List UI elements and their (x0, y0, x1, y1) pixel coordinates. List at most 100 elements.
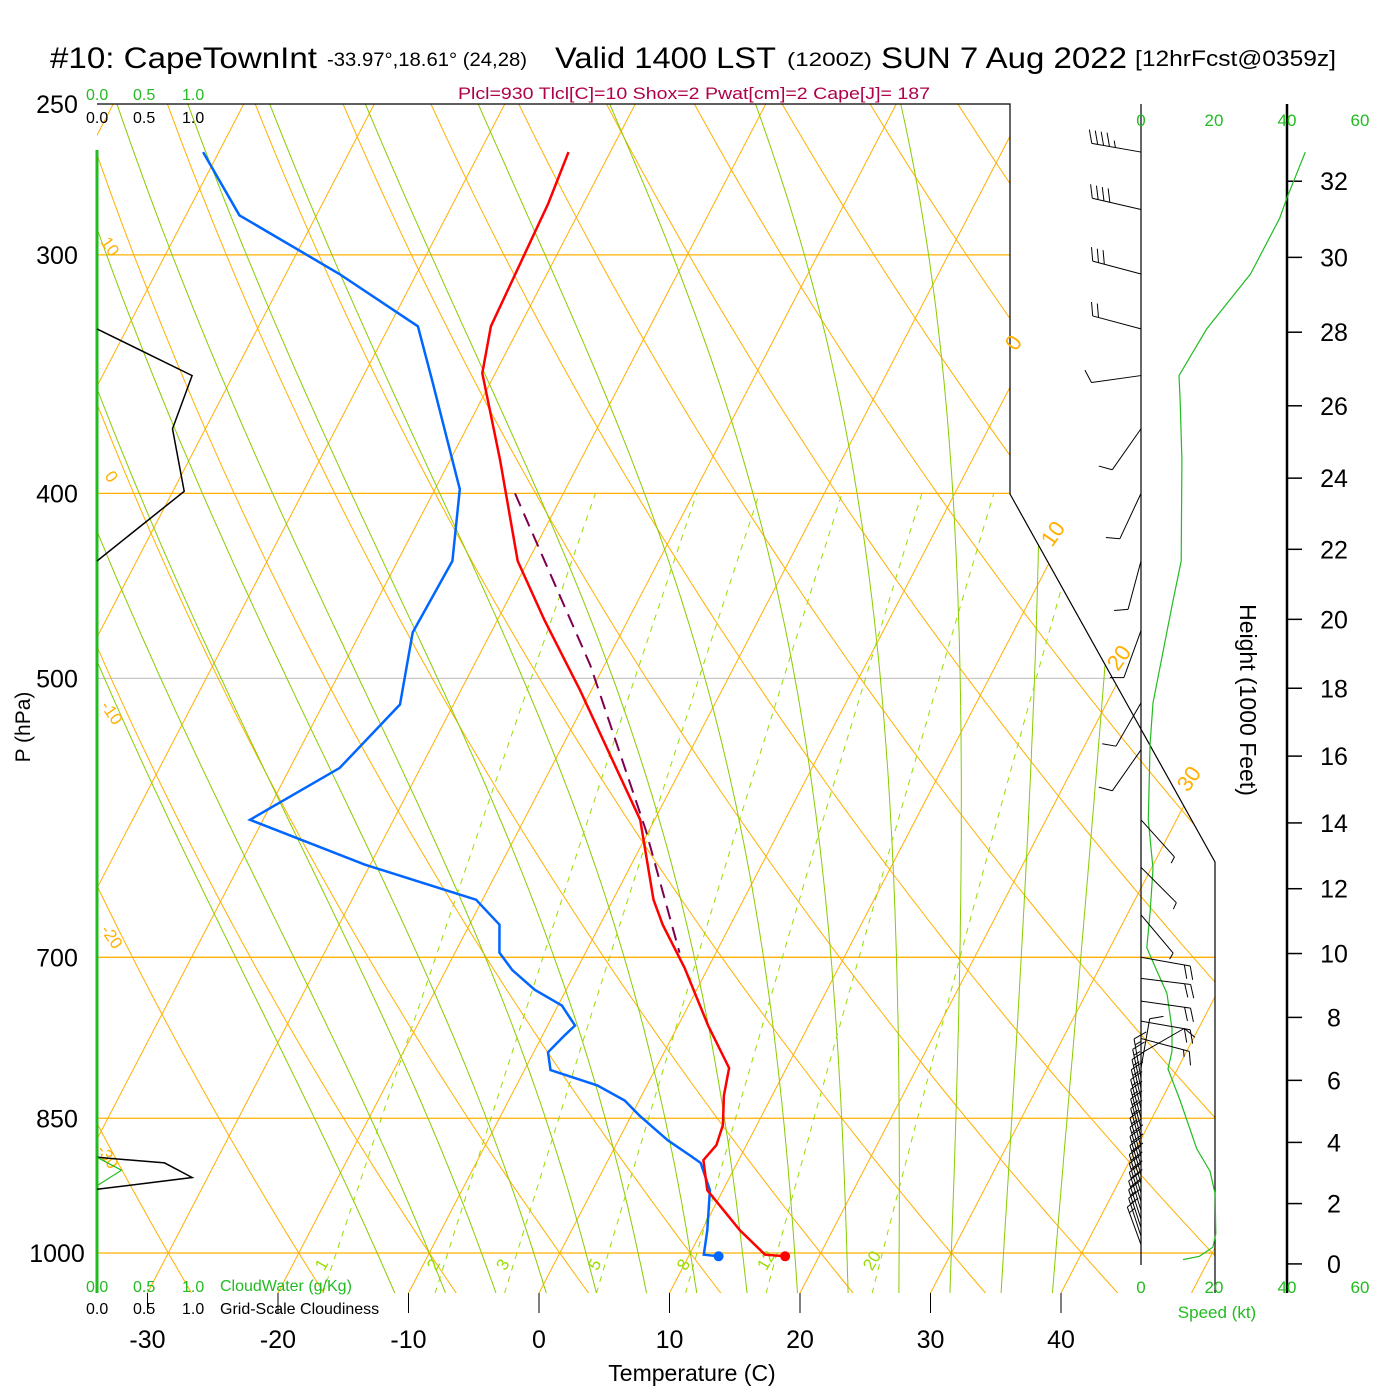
wind-barb-flag (1091, 247, 1094, 262)
wind-barb-flag (1149, 1015, 1164, 1020)
mixing-ratio-line (765, 493, 995, 1293)
dry-adiabat-line (166, 104, 854, 1293)
wind-barb-flag (1133, 1051, 1141, 1056)
wind-barb-flag (1130, 1190, 1137, 1196)
wind-barb-flag (1130, 1151, 1143, 1161)
wind-barb (1140, 1037, 1191, 1066)
wind-barb-staff (1126, 1206, 1142, 1245)
wind-barb-flag (1101, 186, 1105, 201)
wind-barb-flag (1130, 1160, 1143, 1170)
cloudiness-profile (96, 328, 194, 562)
plot-frame (97, 103, 1216, 1293)
wind-barb-staff (1130, 1079, 1142, 1119)
wind-barb (1140, 1027, 1196, 1054)
cloudwater-tick: 0.0 (86, 87, 108, 104)
temperature-line (481, 151, 786, 1258)
wind-barb-flag (1090, 184, 1093, 199)
wind-barb-flag (1126, 1197, 1139, 1208)
height-tick-label: 18 (1320, 675, 1348, 703)
wind-barb-staff (1140, 1018, 1151, 1069)
wind-barb-flag (1189, 965, 1194, 980)
wind-barb (1105, 493, 1142, 540)
wind-barb (1102, 702, 1142, 747)
wind-barb-flag (1114, 608, 1129, 612)
moist-adiabat-line (754, 104, 900, 1293)
wind-barb-flag (1100, 131, 1105, 146)
wind-barb-flag (1129, 1109, 1142, 1119)
pressure-tick-label: 250 (36, 91, 78, 119)
pressure-tick-label: 850 (36, 1105, 78, 1133)
wind-barb (1140, 956, 1194, 980)
wind-barb-staff (1111, 428, 1142, 471)
wind-barb-flag (1107, 188, 1111, 203)
wind-barb-flag (1106, 132, 1110, 147)
wind-barb-flag (1131, 1100, 1139, 1106)
cloudiness-tick: 0.0 (86, 110, 108, 127)
wind-barb-flag (1131, 1109, 1139, 1115)
wind-barb (1131, 1051, 1145, 1099)
temperature-tick-label: -30 (129, 1326, 165, 1354)
valid-time: Valid 1400 LST (555, 42, 776, 75)
height-axis-label: Height (1000 Feet) (1235, 604, 1261, 796)
wind-barb-flag (1129, 1136, 1142, 1146)
wind-barb-flag (1129, 1118, 1142, 1128)
sounding-stats: Plcl=930 Tlcl[C]=10 Shox=2 Pwat[cm]=2 Ca… (458, 84, 930, 103)
cloudiness-tick: 0.5 (133, 1301, 155, 1318)
wind-barb-flag (1130, 1177, 1142, 1188)
wind-speed-line (1146, 151, 1306, 1261)
wind-barb (1129, 1127, 1144, 1175)
wind-barb-staff (1111, 749, 1142, 792)
wind-barb-flag (1091, 301, 1094, 316)
wind-barb-flag (1113, 140, 1116, 148)
cloudwater-tick: 0.0 (86, 1279, 108, 1296)
wind-barb-flag (1131, 1124, 1144, 1134)
dewpoint-line (202, 151, 719, 1258)
wind-barb-flag (1133, 1061, 1140, 1066)
wind-barb-flag (1130, 1090, 1143, 1100)
pressure-tick-label: 400 (36, 480, 78, 508)
title: #10: CapeTownInt -33.97°,18.61° (24,28) … (50, 42, 1336, 75)
wind-barb-flag (1098, 465, 1113, 471)
dry-adiabat-line (430, 104, 1215, 1293)
wind-barb-flag (1132, 1071, 1139, 1076)
wind-barb-staff (1132, 1049, 1142, 1089)
isotherm-line (929, 104, 1215, 1293)
moist-adiabat-line (900, 104, 962, 1293)
isotherm-line (97, 104, 506, 1293)
wind-barb-flag (1128, 1172, 1140, 1182)
parcel-path (514, 492, 681, 953)
wind-barb-flag (1128, 1189, 1140, 1199)
height-tick-label: 22 (1320, 536, 1348, 564)
isotherm-line (277, 104, 897, 1293)
wind-barb-staff (1131, 1059, 1142, 1099)
wind-barb-flag (1188, 1051, 1191, 1066)
dry-adiabat-line (97, 104, 457, 1293)
wind-barb-flag (1105, 536, 1120, 540)
wind-barb-staff (1133, 1038, 1142, 1079)
wind-barb-flag (1102, 743, 1117, 747)
dry-adiabat-line (97, 104, 722, 1293)
wind-barb-flag (1130, 1099, 1143, 1109)
wind-barb (1129, 1109, 1142, 1157)
wind-barb (1140, 1000, 1194, 1022)
wind-barb-flag (1189, 1029, 1194, 1044)
isotherm-line (97, 104, 245, 1293)
height-tick-label: 6 (1327, 1067, 1341, 1095)
cloudwater-tick: 0.5 (133, 87, 155, 104)
wind-barb-staff (1128, 1154, 1142, 1193)
cloudiness-tick: 1.0 (182, 110, 204, 127)
speed-tick-label: 0 (1136, 111, 1145, 130)
wind-barb-staff (1119, 493, 1142, 539)
moist-adiabat-line (97, 104, 497, 1293)
y-axis-label: P (hPa) (12, 692, 35, 763)
wind-barb (1130, 1090, 1143, 1138)
cloudwater-tick: 1.0 (182, 1279, 204, 1296)
wind-barb-staff (1123, 630, 1142, 678)
cloudiness-label: Grid-Scale Cloudiness (220, 1301, 379, 1318)
wind-barb-flag (1184, 1007, 1188, 1022)
wind-barb (1088, 129, 1142, 153)
isotherm-line (97, 104, 375, 1293)
wind-barb (1140, 1015, 1164, 1069)
cloudiness-profile (96, 1156, 195, 1191)
isotherm-line (97, 104, 636, 1293)
